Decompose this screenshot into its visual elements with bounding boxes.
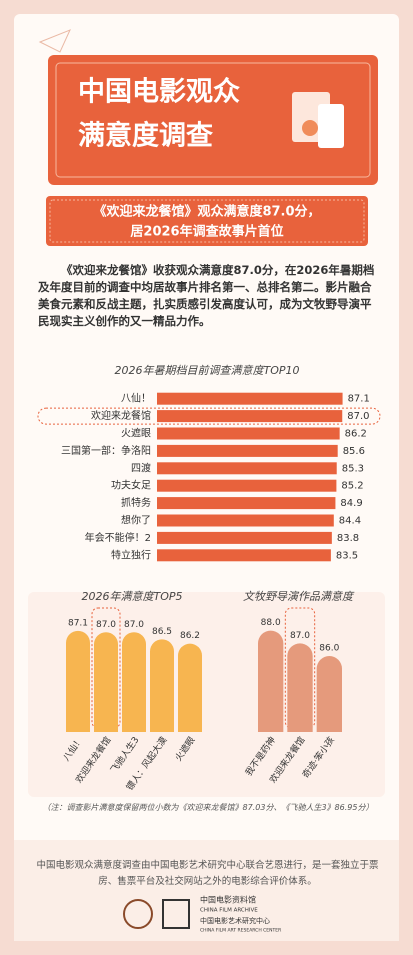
chart-title: 文牧野导演作品满意度 [243,590,355,603]
bar [258,630,284,732]
value-label: 85.2 [341,481,363,492]
bar [94,632,119,732]
bar [157,514,334,527]
bar [157,427,340,440]
plane-icon [38,29,71,53]
category-label: 欢迎来龙餐馆 [91,409,151,422]
value-label: 84.9 [340,498,362,509]
bar [150,639,174,732]
value-label: 87.1 [68,618,88,628]
bar [157,531,332,544]
value-label: 86.2 [180,631,200,641]
bar [287,643,313,732]
header-title: 中国电影观众 [78,77,240,108]
bar [66,630,90,732]
highlight-box [91,607,121,729]
subtitle-box [46,196,368,246]
bar [157,392,343,405]
category-label: 三国第一部：争洛阳 [61,444,151,457]
bar [157,462,337,475]
header-frame [55,62,371,178]
subtitle-frame [49,199,365,243]
highlight-box [37,407,381,425]
value-label: 87.0 [124,620,144,630]
header-title: 满意度调查 [78,120,213,152]
logo-seal [123,899,153,929]
subtitle: 《欢迎来龙餐馆》观众满意度87.0分， [93,204,320,220]
bar [157,479,337,492]
value-label: 87.0 [96,620,116,630]
value-label: 83.8 [337,533,359,544]
header-block [48,55,378,185]
subtitle: 居2026年调查故事片首位 [130,224,283,240]
value-label: 85.6 [343,446,365,457]
chart-title: 2026年暑期档目前调查满意度TOP10 [114,364,299,377]
bar [157,410,343,423]
category-label: 年会不能停！2 [85,531,151,544]
logo-text: 中国电影艺术研究中心 [200,916,270,925]
chart-title: 2026年满意度TOP5 [81,590,182,603]
logo-text: CHINA FILM ART RESEARCH CENTER [200,928,281,934]
value-label: 87.0 [290,631,310,641]
logo-text: CHINA FILM ARCHIVE [200,908,258,914]
value-label: 88.0 [261,618,281,628]
category-label: 八仙！ [121,392,151,405]
category-label: 想你了 [121,514,151,527]
bar [316,656,342,732]
logo-mark [162,899,190,929]
value-label: 87.1 [348,394,370,405]
category-label: 火遮眼 [121,427,151,440]
bar [122,632,146,732]
footer-band [14,840,399,941]
bar [157,549,331,562]
category-label: 四渡 [131,461,151,474]
value-label: 86.5 [152,627,172,637]
value-label: 86.2 [345,429,367,440]
category-label: 特立独行 [111,548,151,561]
value-label: 86.0 [319,644,339,654]
bar [178,643,202,732]
value-label: 87.0 [347,411,369,422]
star-icon [302,120,318,136]
phone-icon [318,104,344,148]
value-label: 84.4 [339,516,361,527]
category-label: 抓特务 [121,496,151,509]
logo-text: 中国电影资料馆 [200,895,256,905]
footer-text: 中国电影观众满意度调查由中国电影艺术研究中心联合艺恩进行，是一套独立于票房、售票… [36,860,379,887]
paragraph: 《欢迎来龙餐馆》收获观众满意度87.0分，在2026年暑期档及年度目前的调查中均… [38,263,375,328]
bar [157,444,338,457]
value-label: 83.5 [336,550,358,561]
category-label: 功夫女足 [111,479,151,492]
bar [157,497,336,510]
value-label: 85.3 [342,463,364,474]
note: （注：调查影片满意度保留两位小数为《欢迎来龙餐馆》87.03分、《飞驰人生3》8… [42,803,374,812]
